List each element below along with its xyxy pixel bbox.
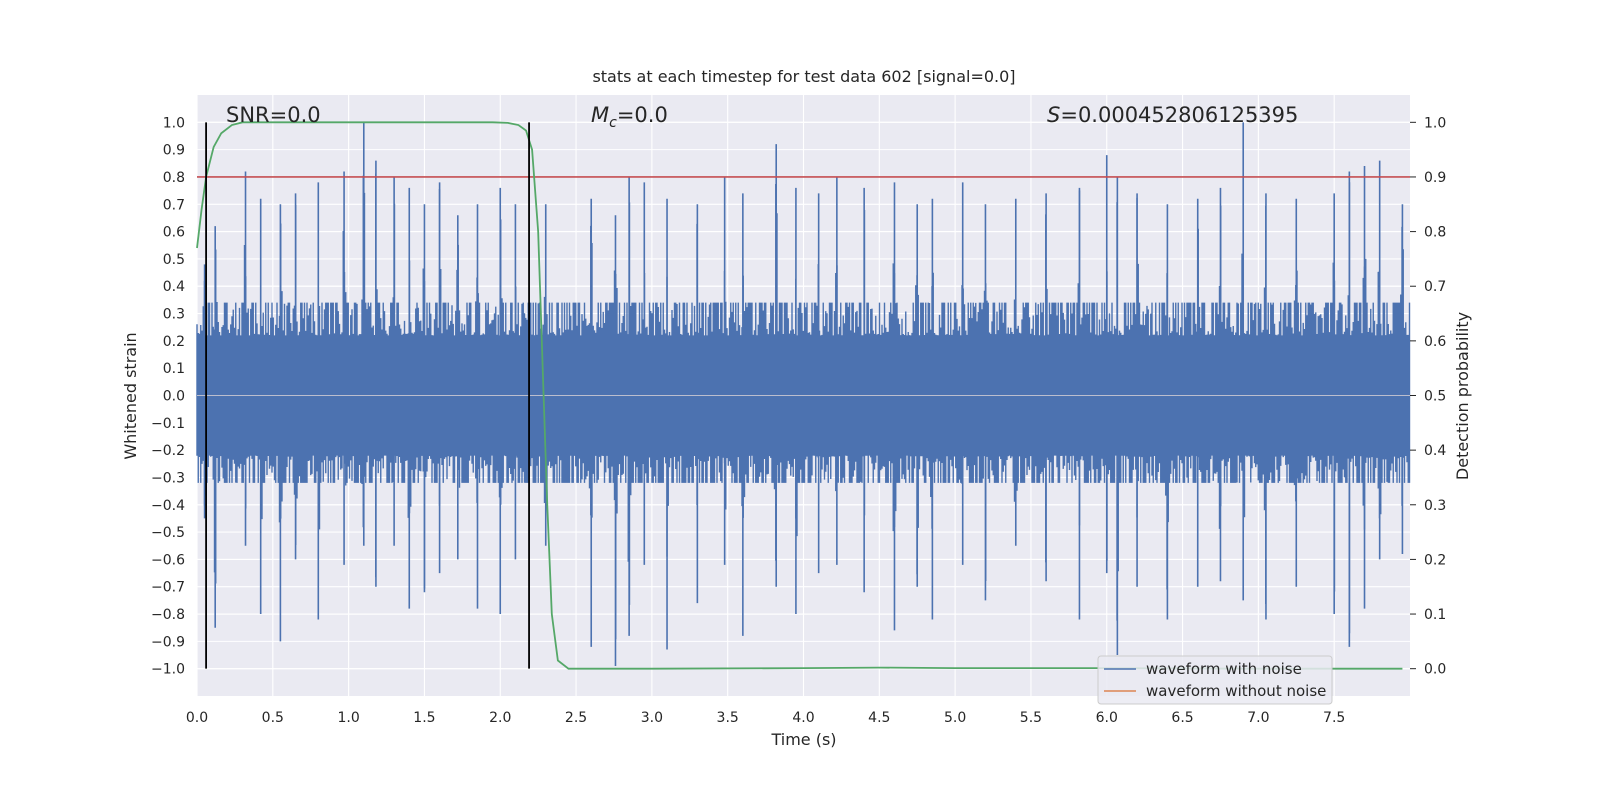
- y-tick-label: −0.4: [151, 498, 185, 514]
- x-axis-label: Time (s): [770, 730, 836, 749]
- snr-prefix: SNR=: [226, 103, 287, 127]
- snr-value: 0.0: [287, 103, 320, 127]
- s-value: =0.000452806125395: [1060, 103, 1298, 127]
- chirp-mass-annotation: Mc=0.0: [591, 103, 668, 131]
- y2-tick-label: 1.0: [1424, 115, 1446, 131]
- y-tick-label: −0.6: [151, 552, 185, 568]
- y-tick-label: 0.7: [163, 197, 185, 213]
- y-tick-label: 0.4: [163, 279, 185, 295]
- y2-tick-label: 0.6: [1424, 334, 1446, 350]
- event-marker-lines: [205, 122, 530, 669]
- chart-title: stats at each timestep for test data 602…: [592, 67, 1015, 86]
- x-tick-label: 7.0: [1247, 710, 1269, 726]
- x-tick-label: 2.0: [489, 710, 511, 726]
- y-axis-label: Whitened strain: [121, 332, 140, 459]
- x-tick-label: 4.5: [868, 710, 890, 726]
- legend-label-waveform-with-noise: waveform with noise: [1146, 660, 1302, 678]
- y2-tick-label: 0.8: [1424, 225, 1446, 241]
- x-tick-label: 3.0: [641, 710, 663, 726]
- x-tick-label: 4.0: [792, 710, 814, 726]
- y2-tick-label: 0.5: [1424, 389, 1446, 405]
- snr-annotation: SNR=0.0: [226, 103, 321, 127]
- y-tick-label: −0.9: [151, 634, 185, 650]
- y2-tick-label: 0.2: [1424, 552, 1446, 568]
- x-tick-label: 1.5: [413, 710, 435, 726]
- y-axis-ticks: 1.0 0.9 0.8 0.7 0.6 0.5 0.4 0.3 0.2 0.1 0.0 −0.1 −0.…: [151, 115, 185, 677]
- x-tick-label: 5.0: [944, 710, 966, 726]
- x-axis-ticks: 0.0 0.5 1.0 1.5 2.0 2.5 3.0 3.5 4.0 4.5 5.0 5.5 6.0 6…: [186, 710, 1345, 726]
- y2-tick-label: 0.0: [1424, 662, 1446, 678]
- y2-tick-label: 0.1: [1424, 607, 1446, 623]
- y-tick-label: −0.7: [151, 580, 185, 596]
- y-tick-label: −0.1: [151, 416, 185, 432]
- x-tick-label: 7.5: [1323, 710, 1345, 726]
- y-tick-label: −0.5: [151, 525, 185, 541]
- y-tick-label: 0.3: [163, 307, 185, 323]
- y-tick-label: 0.5: [163, 252, 185, 268]
- y-tick-label: 0.6: [163, 225, 185, 241]
- x-tick-label: 0.5: [262, 710, 284, 726]
- legend-box: [1097, 655, 1333, 705]
- y-tick-label: 0.8: [163, 170, 185, 186]
- y-tick-label: −0.2: [151, 443, 185, 459]
- x-tick-label: 6.5: [1171, 710, 1193, 726]
- x-tick-label: 5.5: [1020, 710, 1042, 726]
- y-tick-label: 0.9: [163, 143, 185, 159]
- y-tick-label: 0.0: [163, 389, 185, 405]
- y-tick-label: −0.8: [151, 607, 185, 623]
- y2-tick-label: 0.4: [1424, 443, 1446, 459]
- mc-symbol: M: [591, 103, 609, 127]
- y-tick-label: 0.1: [163, 361, 185, 377]
- y2-axis-ticks: 1.0 0.9 0.8 0.7 0.6 0.5 0.4 0.3 0.2 0.1 0.0: [1410, 115, 1446, 678]
- s-symbol: S: [1047, 103, 1060, 127]
- x-tick-label: 3.5: [717, 710, 739, 726]
- legend: waveform with noise waveform without noi…: [1097, 655, 1333, 705]
- y2-tick-label: 0.3: [1424, 498, 1446, 514]
- mc-value: =0.0: [617, 103, 668, 127]
- series-waveform-with-noise: [196, 122, 1411, 666]
- y-tick-label: −0.3: [151, 470, 185, 486]
- y2-tick-label: 0.7: [1424, 279, 1446, 295]
- x-tick-label: 0.0: [186, 710, 208, 726]
- x-tick-label: 2.5: [565, 710, 587, 726]
- y-tick-label: 1.0: [163, 115, 185, 131]
- mc-subscript: c: [609, 115, 617, 131]
- y2-axis-label: Detection probability: [1453, 312, 1472, 480]
- legend-label-waveform-without-noise: waveform without noise: [1146, 682, 1326, 700]
- y-tick-label: −1.0: [151, 662, 185, 678]
- x-tick-label: 6.0: [1096, 710, 1118, 726]
- x-tick-label: 1.0: [337, 710, 359, 726]
- y-tick-label: 0.2: [163, 334, 185, 350]
- s-annotation: S=0.000452806125395: [1047, 103, 1298, 127]
- y2-tick-label: 0.9: [1424, 170, 1446, 186]
